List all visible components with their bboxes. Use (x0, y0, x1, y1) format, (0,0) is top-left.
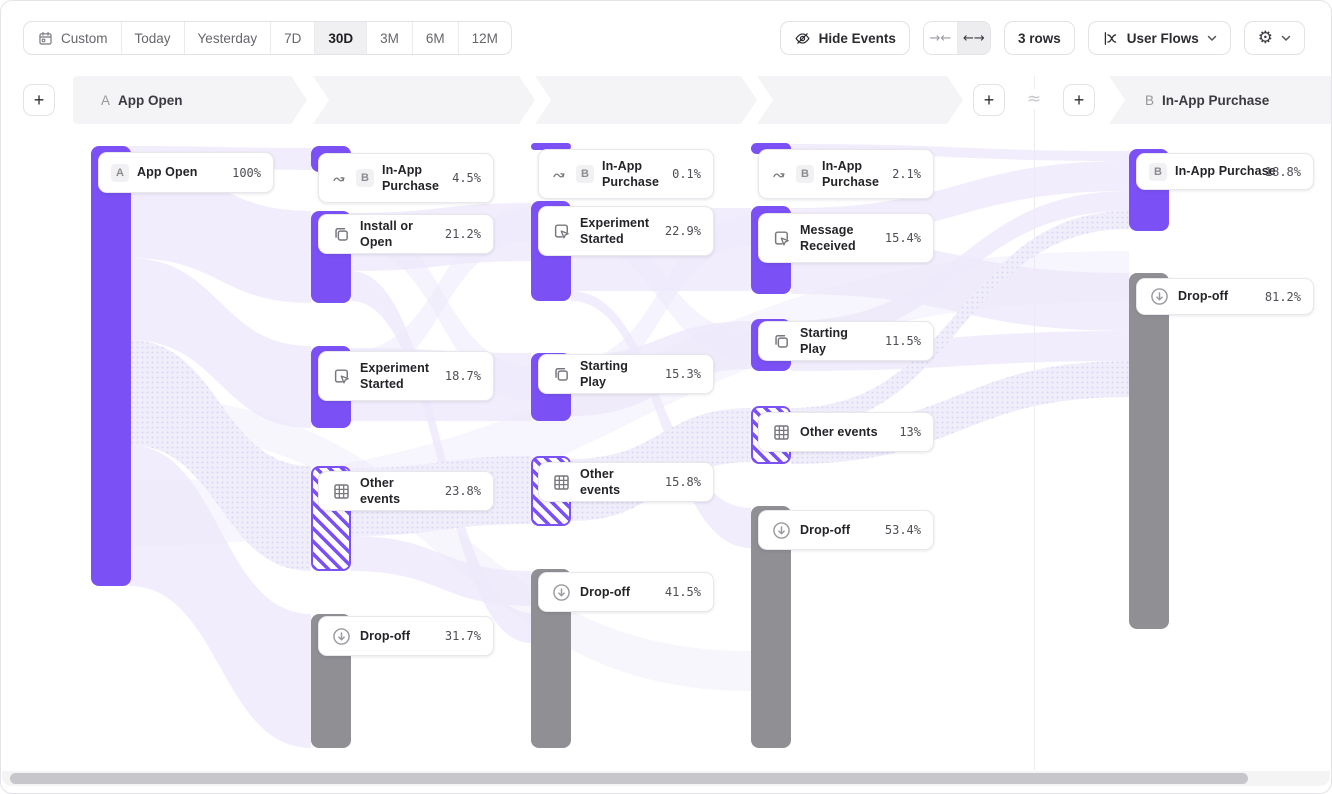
date-range-custom[interactable]: Custom (24, 22, 121, 54)
flow-node-in-app-purchase[interactable]: B In-App Purchase 0.1% (538, 149, 714, 199)
step-header-b: B In-App Purchase (1109, 76, 1331, 124)
squiggle-arrow-icon (771, 166, 788, 183)
eye-off-icon (794, 30, 811, 47)
flow-node-starting-play[interactable]: Starting Play 15.3% (538, 354, 714, 394)
flow-node-app-open[interactable]: A App Open 100% (98, 152, 274, 193)
flow-node-other-events[interactable]: Other events 13% (758, 412, 934, 452)
add-step-button-middle[interactable]: + (973, 84, 1005, 116)
event-b-badge: B (1149, 162, 1167, 181)
arrow-down-circle-icon (771, 520, 792, 541)
flow-node-other-events[interactable]: Other events 23.8% (318, 471, 494, 511)
step-header-a: A App Open (73, 76, 963, 124)
cursor-square-icon (551, 221, 572, 242)
add-step-button-left[interactable]: + (23, 84, 55, 116)
settings-button[interactable]: ⚙ (1243, 21, 1305, 55)
target-column-divider (1034, 76, 1035, 770)
plus-icon: + (1073, 89, 1085, 110)
step-a-label: App Open (118, 92, 183, 108)
step-a-badge: A (101, 92, 111, 108)
chevron-down-icon (1207, 35, 1217, 42)
arrow-down-circle-icon (551, 582, 572, 603)
flow-node-target-drop-off[interactable]: Drop-off 81.2% (1136, 278, 1314, 315)
expand-icon: ←→ (963, 30, 985, 46)
flow-node-drop-off[interactable]: Drop-off 53.4% (758, 510, 934, 550)
collapse-icon: →← (929, 30, 952, 46)
event-b-badge: B (796, 165, 814, 183)
flow-bar-in-app-purchase[interactable] (751, 143, 791, 154)
collapse-columns-button[interactable]: →← (923, 22, 957, 54)
event-a-badge: A (111, 163, 129, 182)
step-chevron-segment[interactable] (757, 76, 963, 124)
cursor-square-icon (771, 228, 792, 249)
flow-bar-in-app-purchase[interactable] (531, 143, 571, 150)
event-b-badge: B (576, 165, 594, 183)
arrow-down-circle-icon (331, 626, 352, 647)
scrollbar-thumb[interactable] (10, 773, 1248, 784)
step-chevron-segment[interactable] (313, 76, 535, 124)
grid-icon (771, 422, 792, 443)
squiggle-arrow-icon (551, 166, 568, 183)
date-range-label: Custom (61, 30, 108, 46)
rows-button[interactable]: 3 rows (1003, 21, 1075, 55)
flow-node-starting-play[interactable]: Starting Play 11.5% (758, 321, 934, 361)
flow-node-target-in-app-purchase[interactable]: B In-App Purchase 18.8% (1136, 153, 1314, 190)
flow-node-experiment-started[interactable]: Experiment Started 22.9% (538, 206, 714, 256)
calendar-icon (37, 30, 54, 47)
flow-node-other-events[interactable]: Other events 15.8% (538, 462, 714, 502)
flow-node-experiment-started[interactable]: Experiment Started 18.7% (318, 351, 494, 401)
copy-icon (551, 364, 572, 385)
spacing-toggle: →← ←→ (922, 21, 991, 55)
step-b-label: In-App Purchase (1162, 92, 1270, 108)
flow-node-drop-off[interactable]: Drop-off 41.5% (538, 572, 714, 612)
date-range-6m[interactable]: 6M (411, 22, 458, 54)
plus-icon: + (983, 89, 995, 110)
gear-icon: ⚙ (1257, 27, 1273, 48)
date-range-30d[interactable]: 30D (314, 22, 367, 54)
step-chevron-segment[interactable]: A App Open (73, 76, 307, 124)
expand-columns-button[interactable]: ←→ (956, 22, 990, 54)
date-range-today[interactable]: Today (120, 22, 184, 54)
event-b-badge: B (356, 169, 374, 187)
flow-node-drop-off[interactable]: Drop-off 31.7% (318, 616, 494, 656)
step-chevron-segment[interactable] (535, 76, 757, 124)
date-range-yesterday[interactable]: Yesterday (183, 22, 271, 54)
chevron-down-icon (1281, 35, 1291, 42)
toolbar-right: Hide Events →← ←→ 3 rows User Flows ⚙ (779, 21, 1305, 55)
horizontal-scrollbar[interactable] (2, 771, 1330, 786)
date-range-picker: Custom Today Yesterday 7D 30D 3M 6M 12M (23, 21, 512, 55)
approx-icon: ≈ (1022, 89, 1046, 109)
flow-node-install-or-open[interactable]: Install or Open 21.2% (318, 214, 494, 254)
date-range-12m[interactable]: 12M (457, 22, 511, 54)
date-range-3m[interactable]: 3M (366, 22, 412, 54)
date-range-7d[interactable]: 7D (270, 22, 314, 54)
view-selector[interactable]: User Flows (1087, 21, 1231, 55)
plus-icon: + (33, 89, 45, 110)
toolbar: Custom Today Yesterday 7D 30D 3M 6M 12M … (23, 21, 1305, 55)
grid-icon (331, 481, 352, 502)
flow-node-in-app-purchase[interactable]: B In-App Purchase 4.5% (318, 153, 494, 203)
add-step-button-right[interactable]: + (1063, 84, 1095, 116)
hide-events-button[interactable]: Hide Events (779, 21, 910, 55)
grid-icon (551, 472, 572, 493)
user-flows-icon (1102, 30, 1119, 47)
copy-icon (331, 224, 352, 245)
arrow-down-circle-icon (1149, 286, 1170, 307)
flow-node-in-app-purchase[interactable]: B In-App Purchase 2.1% (758, 149, 934, 199)
cursor-square-icon (331, 366, 352, 387)
copy-icon (771, 331, 792, 352)
step-b-badge: B (1145, 92, 1155, 108)
flow-bar-app-open[interactable] (91, 146, 131, 586)
flow-bar-target-drop-off[interactable] (1129, 273, 1169, 629)
squiggle-arrow-icon (331, 170, 348, 187)
flow-node-message-received[interactable]: Message Received 15.4% (758, 213, 934, 263)
step-chevron-segment[interactable]: B In-App Purchase (1109, 76, 1331, 124)
